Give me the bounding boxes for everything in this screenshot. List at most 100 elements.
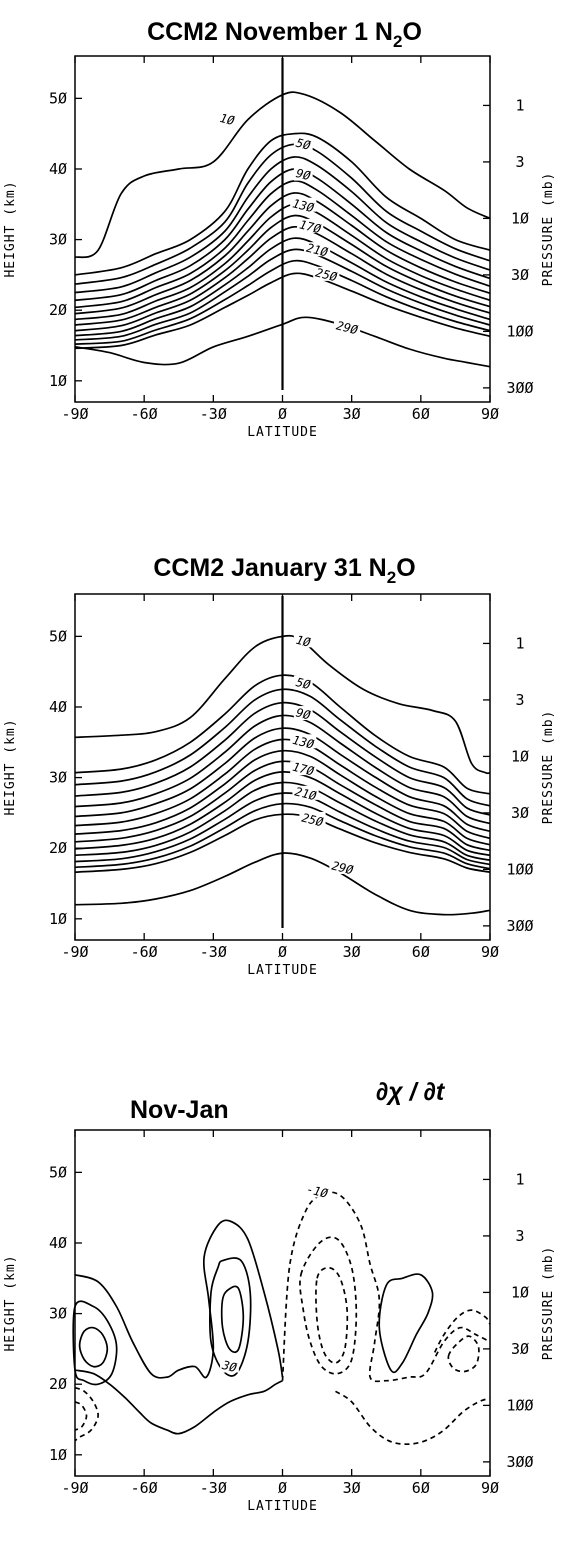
x-tick-label: -6Ø <box>131 405 158 423</box>
y-tick-label: 4Ø <box>49 698 67 716</box>
x-tick-label: 3Ø <box>343 1479 361 1497</box>
pressure-tick-label: 3ØØ <box>506 379 533 397</box>
x-tick-label: 6Ø <box>412 405 430 423</box>
x-axis-label: LATITUDE <box>247 963 318 978</box>
chart-title-subscript: 2 <box>393 32 402 51</box>
contour-label: 3Ø <box>220 1358 239 1376</box>
pressure-tick-label: 3Ø <box>511 1340 529 1358</box>
negative-contour-line <box>433 1309 491 1353</box>
pressure-tick-label: 3Ø <box>511 804 529 822</box>
contour-line <box>74 1219 284 1379</box>
contour-line <box>74 781 491 862</box>
contour-label: 21Ø <box>305 241 330 260</box>
contour-label-bg <box>290 734 317 749</box>
chart-title-main: CCM2 November 1 N <box>147 18 393 46</box>
x-tick-label: Ø <box>278 943 287 961</box>
chart-title-tail: O <box>396 554 415 582</box>
y-tick-label: 1Ø <box>49 910 67 928</box>
contour-label-bg <box>299 811 326 826</box>
pressure-tick-label: 1ØØ <box>506 860 533 878</box>
contour-line <box>74 813 491 874</box>
chart-title: CCM2 November 1 N2O <box>147 18 422 51</box>
contour-label: 5Ø <box>295 136 313 153</box>
y-tick-label: 1Ø <box>49 372 67 390</box>
y-tick-label: 1Ø <box>49 1446 67 1464</box>
x-tick-label: 9Ø <box>481 405 499 423</box>
chart-title-math: ∂χ / ∂t <box>376 1078 446 1106</box>
y-axis-label: HEIGHT (km) <box>3 718 18 815</box>
pressure-axis-label: PRESSURE (mb) <box>541 710 556 825</box>
contour-label-bg <box>293 136 313 151</box>
negative-contour-line <box>335 1390 491 1446</box>
x-tick-label: Ø <box>278 1479 287 1497</box>
contour-line <box>74 156 491 294</box>
x-tick-label: -3Ø <box>200 405 227 423</box>
x-tick-label: 6Ø <box>412 943 430 961</box>
x-tick-label: -6Ø <box>131 1479 158 1497</box>
contour-label: 25Ø <box>314 265 339 284</box>
contour-label-bg <box>293 633 313 648</box>
x-tick-label: 3Ø <box>343 405 361 423</box>
pressure-tick-label: 1ØØ <box>506 322 533 340</box>
x-axis-label: LATITUDE <box>247 425 318 440</box>
contour-label: 5Ø <box>295 675 313 692</box>
pressure-tick-label: 1ØØ <box>506 1396 533 1414</box>
chart-title-tail: O <box>402 18 421 46</box>
contour-line <box>74 248 491 341</box>
x-tick-label: 9Ø <box>481 943 499 961</box>
contour-label-bg <box>290 761 317 776</box>
contour-label-bg <box>217 111 237 126</box>
chart-title-main: CCM2 January 31 N <box>153 554 386 582</box>
contour-label-bg <box>293 166 313 181</box>
x-tick-label: -9Ø <box>61 1479 88 1497</box>
pressure-tick-label: 3 <box>515 691 524 709</box>
contour-line <box>72 1300 118 1386</box>
x-tick-label: -3Ø <box>200 1479 227 1497</box>
contour-label-bg <box>292 785 319 800</box>
contour-label-bg <box>333 319 361 334</box>
contour-label: 17Ø <box>298 217 323 236</box>
y-tick-label: 2Ø <box>49 839 67 857</box>
contour-label: 29Ø <box>330 859 355 878</box>
contour-label: 1Ø <box>218 111 236 128</box>
contour-line <box>74 316 491 368</box>
contour-line <box>74 272 491 350</box>
y-tick-label: 3Ø <box>49 1305 67 1323</box>
contour-group <box>74 91 491 368</box>
pressure-tick-label: 1Ø <box>511 1283 529 1301</box>
x-tick-label: -9Ø <box>61 405 88 423</box>
pressure-tick-label: 1 <box>515 634 524 652</box>
pressure-tick-label: 3ØØ <box>506 1453 533 1471</box>
contour-label-bg <box>297 218 324 233</box>
x-tick-label: -3Ø <box>200 943 227 961</box>
negative-contour-line <box>299 1236 358 1375</box>
contour-label-bg <box>220 1358 239 1373</box>
contour-label: 9Ø <box>295 166 313 183</box>
x-tick-label: -6Ø <box>131 943 158 961</box>
contour-label: -1Ø <box>305 1182 330 1201</box>
panel-january-31: CCM2 January 31 N2O -9Ø -6Ø -3Ø Ø 3Ø 6Ø 9Ø 1Ø 2Ø 3… <box>3 554 556 978</box>
contour-label-bg <box>303 242 331 257</box>
pressure-tick-label: 1Ø <box>511 747 529 765</box>
contour-line <box>74 688 491 807</box>
contour-label: 17Ø <box>291 760 316 779</box>
pressure-tick-label: 3Ø <box>511 266 529 284</box>
negative-contour-line <box>74 1386 99 1442</box>
contour-label: 13Ø <box>291 196 316 215</box>
x-axis-label: LATITUDE <box>247 1499 318 1514</box>
pressure-axis-label: PRESSURE (mb) <box>541 172 556 287</box>
contour-line <box>74 192 491 315</box>
contour-line <box>74 852 491 916</box>
x-tick-label: 9Ø <box>481 1479 499 1497</box>
contour-line <box>74 143 491 285</box>
contour-line <box>78 1326 109 1368</box>
contour-label-bg <box>290 197 317 212</box>
contour-line <box>74 1369 283 1435</box>
contour-line <box>74 237 491 337</box>
negative-contour-line <box>74 1401 88 1431</box>
contour-label-bg <box>329 859 356 874</box>
contour-line <box>74 259 491 345</box>
contour-label: 13Ø <box>291 733 316 752</box>
panel-november-1: CCM2 November 1 N2O -9Ø -6Ø -3Ø Ø 3Ø 6Ø 9Ø 1Ø 2Ø 3… <box>3 18 556 440</box>
